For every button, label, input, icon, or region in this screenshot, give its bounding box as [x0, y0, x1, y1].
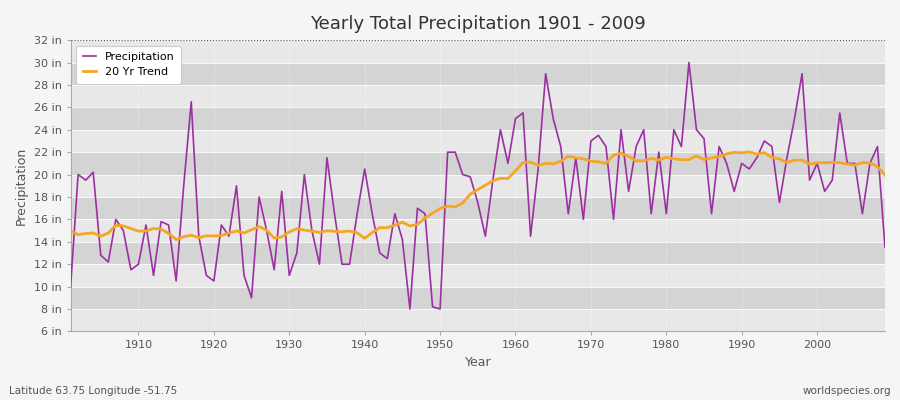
Y-axis label: Precipitation: Precipitation	[15, 147, 28, 225]
Bar	[70, 85, 885, 107]
Bar	[70, 174, 885, 197]
Legend: Precipitation, 20 Yr Trend: Precipitation, 20 Yr Trend	[76, 46, 182, 84]
Precipitation	[518, 110, 528, 115]
Precipitation	[404, 307, 415, 312]
X-axis label: Year: Year	[464, 356, 491, 369]
Bar	[70, 62, 885, 85]
20 Yr Trend	[879, 173, 890, 178]
Bar	[70, 309, 885, 332]
20 Yr Trend	[299, 228, 310, 232]
Bar	[70, 152, 885, 174]
Precipitation	[683, 60, 694, 65]
Precipitation	[125, 267, 136, 272]
Bar	[70, 197, 885, 219]
20 Yr Trend	[510, 168, 521, 173]
Title: Yearly Total Precipitation 1901 - 2009: Yearly Total Precipitation 1901 - 2009	[310, 15, 645, 33]
Bar	[70, 130, 885, 152]
20 Yr Trend	[344, 229, 355, 234]
Precipitation	[292, 250, 302, 255]
20 Yr Trend	[65, 228, 76, 233]
Text: Latitude 63.75 Longitude -51.75: Latitude 63.75 Longitude -51.75	[9, 386, 177, 396]
Precipitation	[608, 217, 619, 222]
Precipitation	[879, 245, 890, 250]
Line: 20 Yr Trend: 20 Yr Trend	[70, 152, 885, 240]
Bar	[70, 219, 885, 242]
Bar	[70, 287, 885, 309]
Bar	[70, 264, 885, 287]
Precipitation	[65, 284, 76, 289]
Line: Precipitation: Precipitation	[70, 62, 885, 309]
Text: worldspecies.org: worldspecies.org	[803, 386, 891, 396]
20 Yr Trend	[171, 237, 182, 242]
Bar	[70, 242, 885, 264]
Bar	[70, 107, 885, 130]
20 Yr Trend	[744, 149, 755, 154]
Precipitation	[337, 262, 347, 266]
20 Yr Trend	[125, 226, 136, 231]
Precipitation	[510, 116, 521, 121]
20 Yr Trend	[608, 153, 619, 158]
20 Yr Trend	[518, 160, 528, 165]
Bar	[70, 40, 885, 62]
